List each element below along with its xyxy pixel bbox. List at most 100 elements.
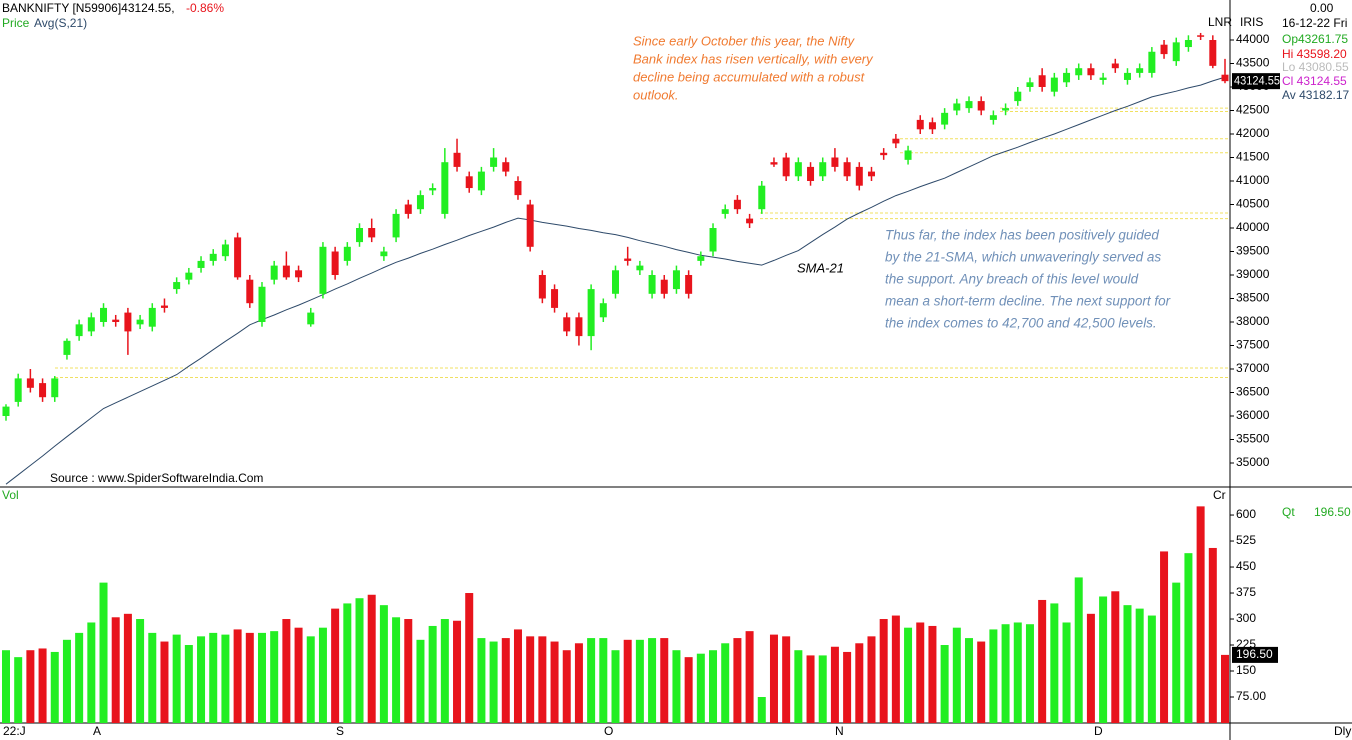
price-tag-label: 43124.55 (1234, 73, 1280, 87)
volume-bar (709, 650, 718, 723)
info: 0.00 (1310, 1, 1334, 15)
candle-body (392, 213, 400, 238)
annotation: by the 21-SMA, which unwaveringly served… (885, 250, 1161, 265)
candle-body (51, 378, 59, 398)
volume-bar (782, 636, 791, 723)
candle-body (1050, 77, 1058, 92)
volume-bar (806, 655, 815, 723)
volume-bar (818, 655, 827, 723)
candle-body (916, 119, 924, 130)
volume-bar (952, 627, 961, 723)
y-tick-label: 39500 (1236, 244, 1270, 258)
y-tick-label: 40500 (1236, 197, 1270, 211)
volume-bar (270, 631, 279, 723)
volume-bar (526, 636, 535, 723)
volume-bar (928, 625, 937, 723)
volume-bar (501, 638, 510, 723)
info: Hi 43598.20 (1282, 47, 1347, 61)
x-tick-label: A (93, 724, 101, 738)
volume-bar (1086, 613, 1095, 723)
info: Op43261.75 (1282, 32, 1348, 46)
info: 16-12-22 Fri (1282, 16, 1347, 30)
volume-bar (294, 627, 303, 723)
candle-body (404, 204, 412, 214)
volume-bar (587, 638, 596, 723)
volume-bar (562, 650, 571, 723)
volume-bar (574, 643, 583, 723)
volume-bar (343, 603, 352, 723)
volume-bar (891, 615, 900, 723)
volume-bar (75, 632, 84, 723)
y-tick-label: 36500 (1236, 385, 1270, 399)
candle-body (1184, 39, 1192, 48)
annotation: mean a short-term decline. The next supp… (885, 294, 1171, 309)
volume-bar (660, 638, 669, 723)
x-tick-label: D (1094, 724, 1103, 738)
y-tick-label: 41500 (1236, 150, 1270, 164)
sma-line (5, 76, 1226, 485)
candle-body (173, 282, 181, 290)
y-tick-label: 37500 (1236, 338, 1270, 352)
candle-body (2, 406, 10, 417)
volume-bar (209, 632, 218, 723)
legend: Avg(S,21) (34, 16, 87, 30)
volume-bar (404, 619, 413, 723)
x-tick-label: 22:J (3, 724, 26, 738)
volume-bar (769, 634, 778, 723)
candle-body (356, 228, 364, 243)
candle-body (160, 305, 168, 308)
volume-bar (172, 634, 181, 723)
candle-body (1172, 42, 1180, 62)
period: Dly (1334, 724, 1351, 738)
y-tick-label: 75.00 (1236, 689, 1266, 703)
volume-bar (1099, 596, 1108, 723)
candle-body (1038, 75, 1046, 87)
candle-body (709, 228, 717, 252)
candle-body (197, 260, 205, 268)
candle-body (965, 101, 973, 109)
volume-bar (416, 639, 425, 723)
volume-bar (306, 636, 315, 723)
candle-body (429, 188, 437, 191)
candle-body (904, 150, 912, 160)
candle-body (100, 307, 108, 323)
volume-bar (989, 629, 998, 723)
candle-body (624, 258, 632, 261)
candle-body (319, 246, 327, 294)
candle-body (1136, 68, 1144, 73)
y-tick-label: 42000 (1236, 126, 1270, 140)
candle-body (1209, 39, 1217, 66)
candle-body (770, 162, 778, 165)
volume-bar (611, 650, 620, 723)
volume-bar (2, 650, 10, 723)
candle-body (26, 378, 34, 388)
volume-bar (489, 641, 498, 723)
volume-bar (392, 617, 401, 723)
volume-bar (1038, 599, 1047, 723)
y-tick-label: 35500 (1236, 432, 1270, 446)
volume-bar (733, 638, 742, 723)
volume-bar (879, 619, 888, 723)
volume-bar (160, 641, 169, 723)
candle-body (807, 166, 815, 181)
volume-bar (684, 657, 693, 723)
volume-bar (465, 593, 474, 723)
volume-bar (245, 632, 254, 723)
volume-bar (367, 594, 376, 723)
candle-body (660, 279, 668, 294)
volume-bar (221, 634, 230, 723)
candle-body (136, 319, 144, 325)
candle-body (124, 312, 132, 332)
price-tag (1232, 73, 1280, 90)
candle-body (1087, 68, 1095, 76)
candle-body (87, 317, 95, 332)
candle-body (685, 275, 693, 294)
volume-bar (136, 619, 145, 723)
marker: LNR (1208, 15, 1232, 29)
volume-bar (87, 622, 96, 723)
volume-bar (453, 620, 462, 723)
candle-body (1123, 72, 1131, 80)
change: -0.86% (186, 1, 224, 15)
candle-body (1099, 77, 1107, 80)
